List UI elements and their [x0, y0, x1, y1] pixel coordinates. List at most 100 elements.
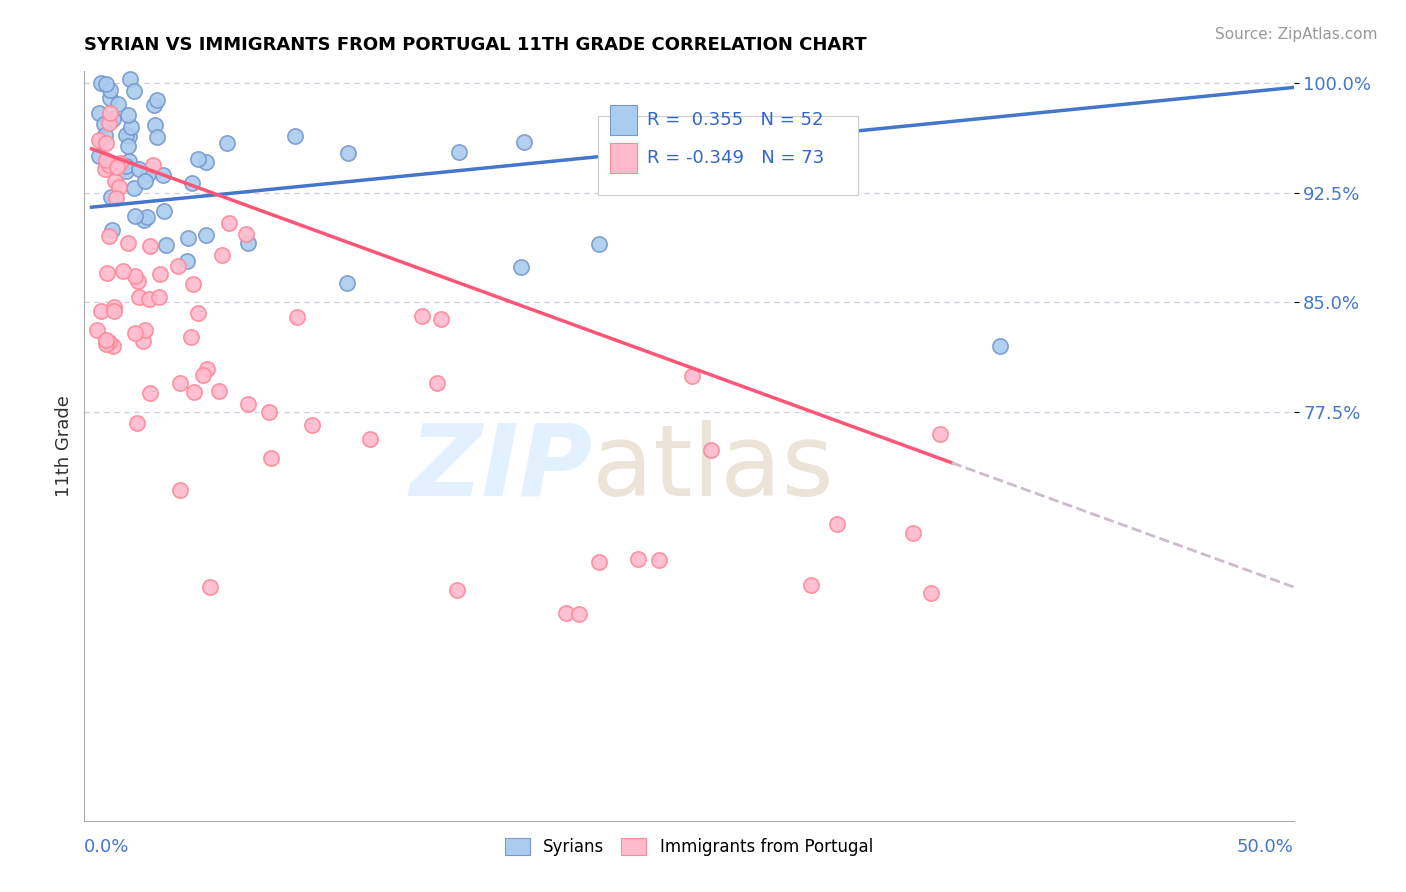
Point: [136, 210, 159, 224]
Point: [446, 583, 468, 598]
Point: [87, 105, 110, 120]
Bar: [610, 143, 637, 172]
Point: [117, 138, 139, 153]
Point: [284, 128, 307, 143]
Point: [626, 552, 648, 566]
Point: [127, 416, 149, 430]
Point: [335, 277, 357, 291]
Point: [167, 259, 190, 273]
Point: [108, 180, 131, 194]
Point: [215, 136, 238, 150]
Text: Source: ZipAtlas.com: Source: ZipAtlas.com: [1215, 27, 1378, 42]
Point: [928, 426, 950, 441]
Point: [187, 153, 209, 167]
Point: [825, 517, 848, 532]
Point: [115, 128, 138, 142]
Point: [198, 580, 221, 594]
Point: [90, 76, 112, 90]
Point: [139, 239, 162, 253]
Point: [149, 267, 172, 281]
Point: [257, 405, 280, 419]
Point: [98, 158, 121, 172]
Point: [127, 274, 149, 288]
Point: [90, 304, 112, 318]
Point: [195, 228, 218, 243]
Point: [901, 525, 924, 540]
Text: ZIP: ZIP: [409, 420, 592, 517]
Point: [195, 362, 218, 376]
Point: [145, 118, 167, 132]
Point: [988, 339, 1011, 353]
Point: [153, 204, 176, 219]
Text: 50.0%: 50.0%: [1237, 838, 1294, 856]
Point: [132, 213, 155, 227]
Point: [118, 72, 141, 87]
Point: [176, 253, 198, 268]
Point: [236, 236, 259, 251]
Point: [211, 248, 233, 262]
Point: [121, 120, 143, 134]
Point: [177, 230, 200, 244]
Point: [155, 238, 177, 252]
Point: [236, 397, 259, 411]
Point: [134, 323, 156, 337]
Point: [94, 336, 117, 351]
Point: [94, 153, 117, 168]
Point: [101, 223, 124, 237]
Point: [96, 266, 118, 280]
Point: [89, 149, 111, 163]
Point: [235, 227, 257, 241]
Point: [103, 300, 125, 314]
Point: [336, 145, 359, 160]
Point: [98, 106, 121, 120]
Point: [122, 84, 145, 98]
Point: [131, 334, 153, 348]
Text: SYRIAN VS IMMIGRANTS FROM PORTUGAL 11TH GRADE CORRELATION CHART: SYRIAN VS IMMIGRANTS FROM PORTUGAL 11TH …: [84, 36, 868, 54]
Point: [169, 483, 191, 498]
Point: [115, 159, 138, 173]
Legend: Syrians, Immigrants from Portugal: Syrians, Immigrants from Portugal: [496, 830, 882, 864]
Point: [800, 578, 823, 592]
Point: [699, 443, 721, 458]
Point: [107, 96, 129, 111]
Point: [512, 135, 534, 149]
Point: [447, 145, 470, 160]
Point: [426, 376, 449, 391]
Point: [195, 154, 218, 169]
Point: [169, 376, 191, 391]
Point: [104, 174, 127, 188]
Point: [555, 606, 578, 620]
Point: [920, 585, 942, 599]
Point: [152, 168, 174, 182]
Point: [108, 156, 131, 170]
Point: [105, 191, 128, 205]
Point: [138, 292, 160, 306]
Point: [134, 174, 156, 188]
Point: [183, 385, 205, 400]
Point: [142, 158, 165, 172]
Point: [136, 167, 159, 181]
Point: [359, 432, 381, 446]
Point: [94, 77, 117, 91]
Point: [98, 91, 121, 105]
Point: [681, 368, 703, 383]
Bar: [610, 105, 637, 135]
Point: [94, 128, 117, 142]
Point: [128, 161, 150, 176]
Point: [588, 237, 610, 252]
Point: [117, 154, 139, 169]
Point: [208, 384, 231, 399]
Point: [301, 417, 323, 432]
Point: [112, 263, 135, 277]
Text: 0.0%: 0.0%: [84, 838, 129, 856]
Bar: [599, 116, 858, 195]
Point: [148, 289, 170, 303]
Point: [124, 209, 146, 223]
Text: R = -0.349   N = 73: R = -0.349 N = 73: [647, 149, 824, 167]
Point: [146, 130, 169, 145]
Point: [94, 161, 117, 176]
Point: [430, 311, 453, 326]
Y-axis label: 11th Grade: 11th Grade: [55, 395, 73, 497]
Point: [588, 555, 610, 569]
Point: [105, 160, 128, 174]
